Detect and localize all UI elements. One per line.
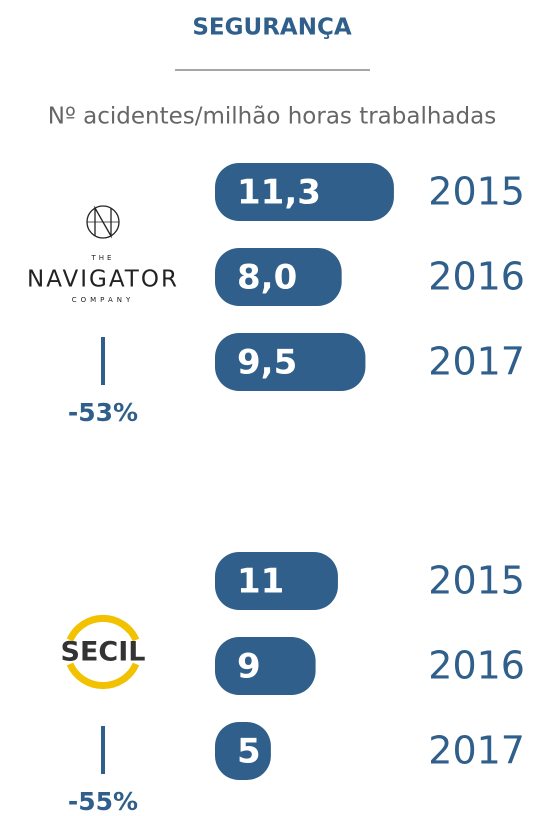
logo-top: THE (91, 254, 115, 262)
bar (215, 552, 338, 610)
subtitle: Nº acidentes/milhão horas trabalhadas (48, 104, 496, 130)
trend-line (101, 726, 105, 774)
navigator-icon (86, 205, 120, 239)
value-label: 11,3 (237, 173, 321, 213)
bar (215, 722, 271, 780)
value-label: 9,5 (237, 343, 297, 383)
year-label: 2017 (428, 729, 525, 773)
value-label: 5 (237, 732, 261, 772)
bar (215, 163, 394, 221)
year-label: 2016 (428, 644, 525, 688)
year-label: 2017 (428, 340, 525, 384)
bar (215, 333, 366, 391)
trend-line (101, 337, 105, 385)
year-label: 2015 (428, 559, 525, 603)
value-label: 9 (237, 647, 261, 687)
secil-ring (66, 614, 140, 690)
year-label: 2015 (428, 170, 525, 214)
logo: SECIL (61, 637, 146, 668)
logo-bottom: COMPANY (72, 296, 135, 304)
bar (215, 248, 342, 306)
year-label: 2016 (428, 255, 525, 299)
bar (215, 637, 316, 695)
title: SEGURANÇA (192, 15, 351, 41)
value-label: 8,0 (237, 258, 297, 298)
change-label: -53% (68, 398, 138, 427)
logo: NAVIGATOR (27, 267, 179, 293)
change-label: -55% (68, 787, 138, 816)
value-label: 11 (237, 562, 284, 602)
